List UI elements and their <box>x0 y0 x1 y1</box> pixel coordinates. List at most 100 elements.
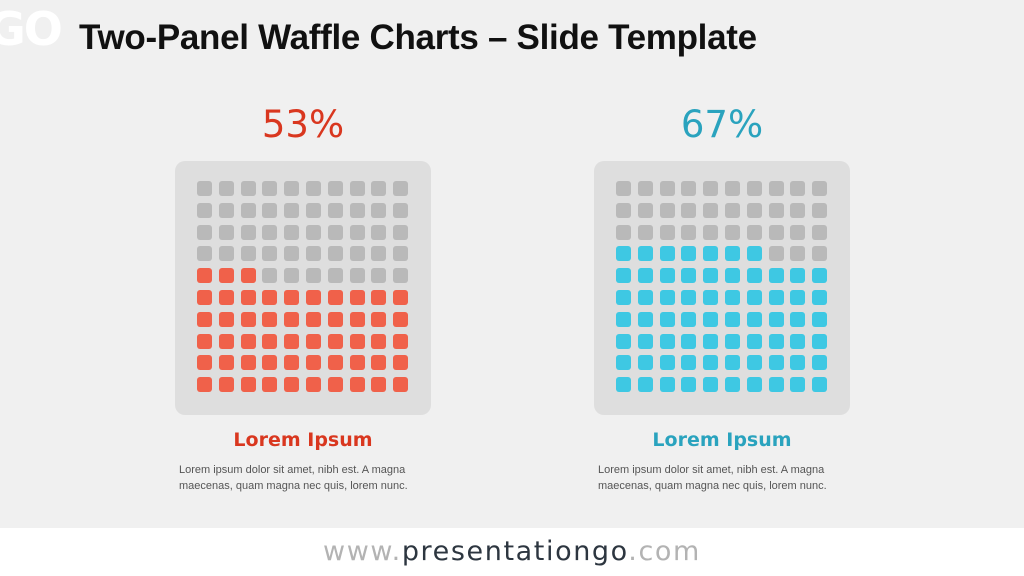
waffle-cell-filled <box>812 377 828 393</box>
waffle-cell-filled <box>393 289 409 305</box>
waffle-cell-filled <box>197 311 212 327</box>
waffle-cell-empty <box>681 181 697 196</box>
panel-heading: Lorem Ipsum <box>233 429 373 451</box>
slide: GO Two-Panel Waffle Charts – Slide Templ… <box>0 0 1024 528</box>
waffle-cell-empty <box>371 224 387 240</box>
panel-heading: Lorem Ipsum <box>652 429 792 451</box>
slide-title: Two-Panel Waffle Charts – Slide Template <box>79 18 757 57</box>
waffle-cell-filled <box>746 246 762 262</box>
waffle-cell-empty <box>746 181 762 196</box>
waffle-cell-empty <box>637 181 653 196</box>
waffle-cell-filled <box>768 289 784 305</box>
waffle-cell-empty <box>371 246 387 262</box>
waffle-cell-filled <box>393 377 409 393</box>
waffle-cell-filled <box>637 246 653 262</box>
waffle-cell-filled <box>812 311 828 327</box>
waffle-cell-filled <box>305 377 321 393</box>
waffle-cell-empty <box>703 181 719 196</box>
waffle-cell-filled <box>746 289 762 305</box>
waffle-cell-empty <box>218 181 234 196</box>
waffle-cell-filled <box>197 333 212 349</box>
waffle-cell-empty <box>284 224 300 240</box>
waffle-cell-filled <box>790 311 806 327</box>
waffle-cell-filled <box>768 268 784 284</box>
waffle-cell-empty <box>724 202 740 218</box>
waffle-cell-filled <box>746 311 762 327</box>
waffle-cell-filled <box>349 377 365 393</box>
waffle-cell-filled <box>790 377 806 393</box>
waffle-cell-empty <box>240 181 256 196</box>
waffle-cell-filled <box>703 311 719 327</box>
percent-label: 53% <box>261 103 345 146</box>
waffle-cell-empty <box>284 181 300 196</box>
waffle-cell-empty <box>218 246 234 262</box>
waffle-cell-empty <box>305 202 321 218</box>
waffle-cell-empty <box>327 268 343 284</box>
waffle-cell-empty <box>349 268 365 284</box>
waffle-cell-filled <box>681 355 697 371</box>
waffle-cell-filled <box>616 289 631 305</box>
waffle-cell-filled <box>284 377 300 393</box>
waffle-cell-empty <box>262 268 278 284</box>
waffle-cell-empty <box>349 246 365 262</box>
waffle-cell-empty <box>768 202 784 218</box>
waffle-cell-filled <box>637 289 653 305</box>
waffle-cell-filled <box>284 289 300 305</box>
waffle-cell-empty <box>746 202 762 218</box>
waffle-cell-empty <box>218 202 234 218</box>
waffle-cell-filled <box>703 355 719 371</box>
waffle-cell-filled <box>812 289 828 305</box>
waffle-cell-filled <box>262 355 278 371</box>
waffle-cell-empty <box>724 224 740 240</box>
waffle-cell-empty <box>197 224 212 240</box>
waffle-cell-empty <box>327 181 343 196</box>
waffle-cell-empty <box>703 224 719 240</box>
waffle-cell-filled <box>305 333 321 349</box>
waffle-cell-empty <box>349 181 365 196</box>
waffle-cell-filled <box>616 246 631 262</box>
waffle-cell-filled <box>659 377 675 393</box>
waffle-cell-empty <box>197 202 212 218</box>
waffle-cell-filled <box>371 333 387 349</box>
waffle-cell-empty <box>371 202 387 218</box>
waffle-cell-filled <box>724 289 740 305</box>
waffle-cell-filled <box>703 289 719 305</box>
waffle-grid <box>197 181 409 393</box>
waffle-cell-filled <box>218 268 234 284</box>
waffle-cell-filled <box>724 333 740 349</box>
panel-description: Lorem ipsum dolor sit amet, nibh est. A … <box>598 464 827 492</box>
waffle-cell-filled <box>218 289 234 305</box>
footer-website[interactable]: www.presentationgo.com <box>0 528 1024 576</box>
waffle-cell-filled <box>240 268 256 284</box>
waffle-cell-filled <box>218 311 234 327</box>
waffle-cell-filled <box>637 355 653 371</box>
waffle-cell-empty <box>218 224 234 240</box>
waffle-cell-filled <box>349 333 365 349</box>
waffle-cell-filled <box>790 333 806 349</box>
waffle-cell-filled <box>703 246 719 262</box>
waffle-cell-filled <box>659 333 675 349</box>
waffle-cell-filled <box>218 377 234 393</box>
waffle-cell-filled <box>262 333 278 349</box>
waffle-cell-filled <box>197 289 212 305</box>
waffle-cell-filled <box>637 311 653 327</box>
waffle-cell-empty <box>349 202 365 218</box>
waffle-chart-box <box>594 161 850 415</box>
waffle-cell-empty <box>393 246 409 262</box>
logo: GO <box>0 2 63 56</box>
footer-suffix: .com <box>628 536 701 567</box>
waffle-cell-empty <box>637 224 653 240</box>
waffle-cell-filled <box>681 333 697 349</box>
waffle-cell-filled <box>746 355 762 371</box>
waffle-cell-filled <box>284 311 300 327</box>
waffle-cell-filled <box>681 289 697 305</box>
waffle-cell-empty <box>724 181 740 196</box>
waffle-cell-empty <box>746 224 762 240</box>
waffle-cell-filled <box>768 333 784 349</box>
waffle-cell-filled <box>240 289 256 305</box>
waffle-cell-empty <box>790 246 806 262</box>
waffle-cell-empty <box>659 202 675 218</box>
waffle-cell-filled <box>371 355 387 371</box>
waffle-cell-filled <box>790 268 806 284</box>
waffle-cell-filled <box>790 355 806 371</box>
